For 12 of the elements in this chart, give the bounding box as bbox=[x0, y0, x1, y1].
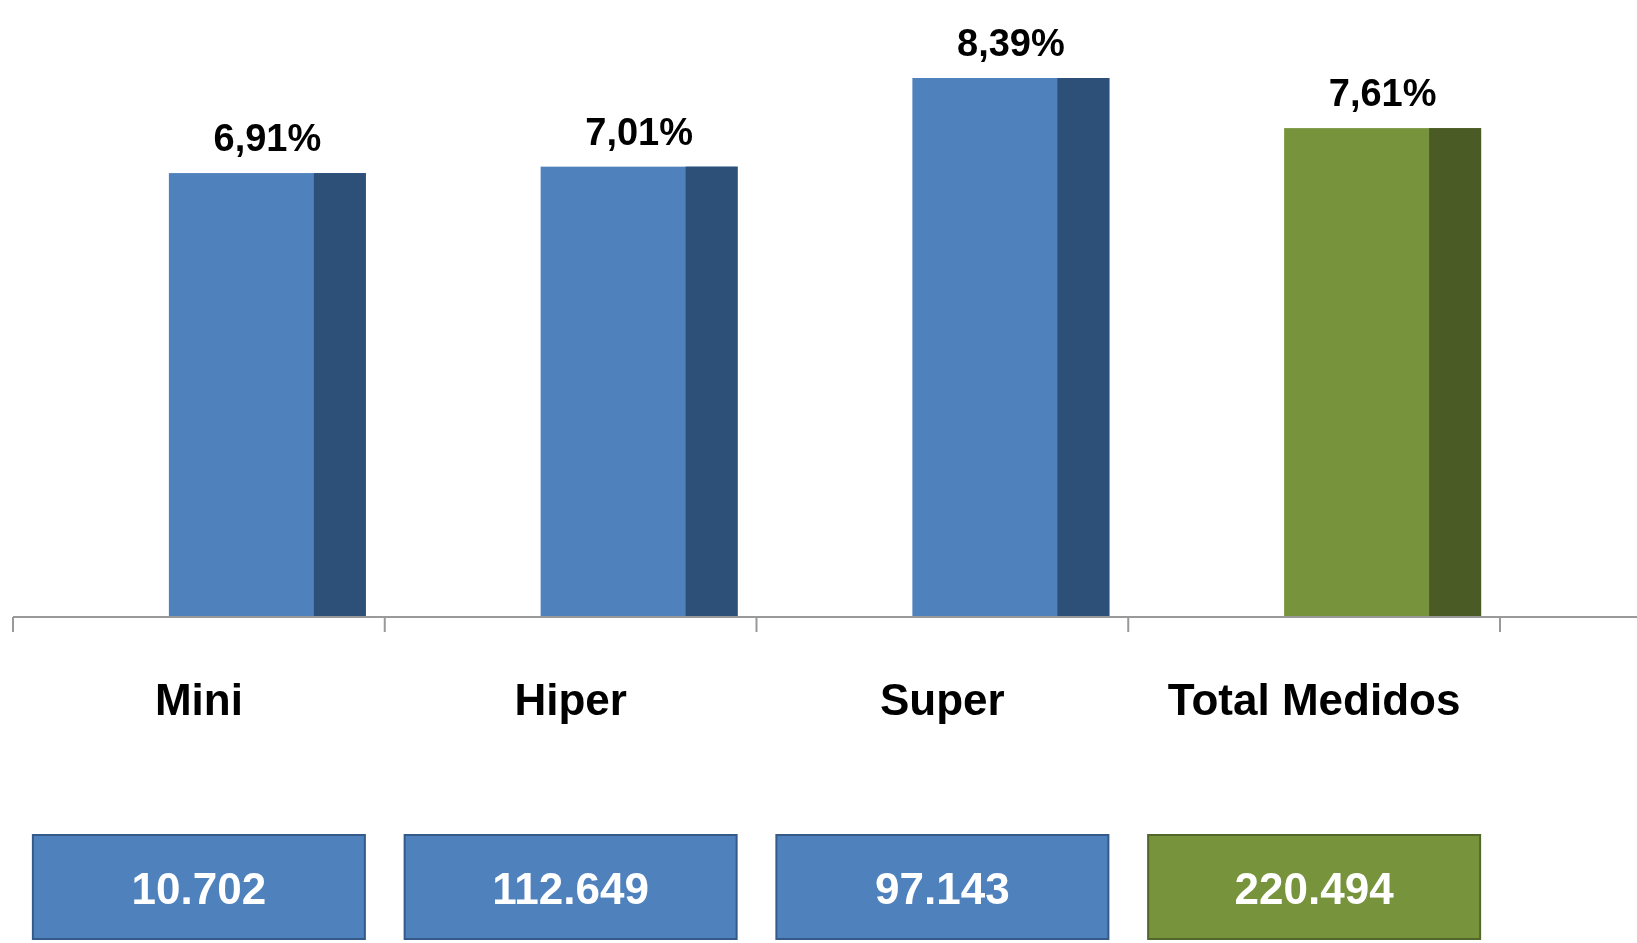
text: 10.702 bbox=[131, 864, 267, 913]
text: 112.649 bbox=[492, 864, 649, 913]
text: 220.494 bbox=[1234, 864, 1395, 913]
data-label: 7,61% bbox=[1328, 72, 1437, 115]
data-label: 8,39% bbox=[957, 22, 1065, 64]
text: 97.143 bbox=[875, 864, 1010, 913]
data-label: 7,01% bbox=[585, 110, 693, 153]
x-tick-label: Mini bbox=[154, 675, 243, 724]
x-tick-label: Total Medidos bbox=[1167, 675, 1461, 724]
x-tick-label: Hiper bbox=[514, 675, 627, 724]
data-label: 6,91% bbox=[213, 117, 322, 160]
x-tick-label: Super bbox=[880, 675, 1005, 724]
